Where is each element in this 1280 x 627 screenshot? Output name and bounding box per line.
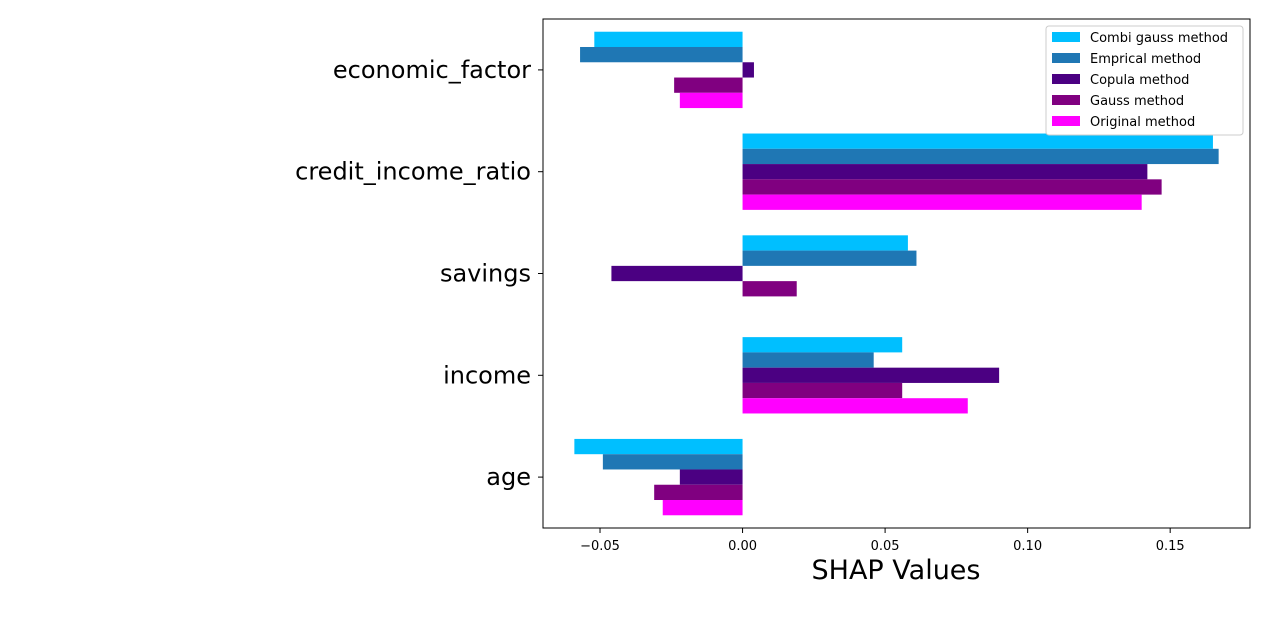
legend-label: Gauss method [1090,94,1184,109]
legend-swatch [1052,32,1080,42]
bar-savings-gauss-method [742,281,797,297]
bar-economic-factor-original-method [679,92,743,109]
bar-credit-income-ratio-copula-method [742,164,1148,180]
legend-swatch [1052,53,1080,63]
bar-economic-factor-copula-method [742,62,754,78]
x-axis: −0.05 0.00 0.05 0.10 0.15 [580,528,1185,554]
bar-income-gauss-method [742,382,903,399]
bar-credit-income-ratio-combi-gauss-method [742,133,1213,149]
bar-savings-emprical-method [742,250,917,266]
bar-credit-income-ratio-original-method [742,194,1142,210]
bar-income-original-method [742,398,968,414]
legend: Combi gauss method Emprical method Copula … [1045,25,1244,136]
x-tick-label: 0.00 [728,539,757,554]
bar-income-combi-gauss-method [742,337,903,353]
bar-savings-copula-method [611,265,743,282]
bar-age-copula-method [679,469,743,485]
x-axis-title: SHAP Values [812,555,981,586]
x-tick-label: 0.10 [1013,539,1042,554]
bar-age-gauss-method [654,484,743,501]
x-tick-label: 0.05 [871,539,900,554]
legend-swatch [1052,95,1080,105]
y-tick-label: economic_factor [333,56,531,84]
y-tick-label: age [486,463,531,491]
legend-label: Copula method [1090,73,1189,88]
bar-economic-factor-combi-gauss-method [594,31,743,47]
legend-label: Combi gauss method [1090,31,1228,46]
x-tick-label: 0.15 [1156,539,1185,554]
legend-box [1045,25,1244,136]
y-axis: economic_factor credit_income_ratiosaving… [295,56,543,491]
bar-economic-factor-emprical-method [580,46,743,63]
bar-income-emprical-method [742,352,874,368]
bar-income-copula-method [742,367,1000,383]
bars-layer [574,31,1219,516]
bar-economic-factor-gauss-method [674,77,743,93]
y-tick-label: credit_income_ratio [295,158,531,186]
bar-credit-income-ratio-emprical-method [742,148,1219,165]
legend-label: Emprical method [1090,52,1201,67]
y-tick-label: income [443,361,531,389]
bar-savings-combi-gauss-method [742,235,908,251]
bar-age-emprical-method [602,454,743,470]
legend-label: Original method [1090,115,1195,130]
legend-swatch [1052,74,1080,84]
bar-age-combi-gauss-method [574,438,743,455]
x-tick-label: −0.05 [580,539,620,554]
y-tick-label: savings [440,260,531,288]
legend-swatch [1052,116,1080,126]
bar-credit-income-ratio-gauss-method [742,179,1162,195]
bar-age-original-method [662,500,743,516]
